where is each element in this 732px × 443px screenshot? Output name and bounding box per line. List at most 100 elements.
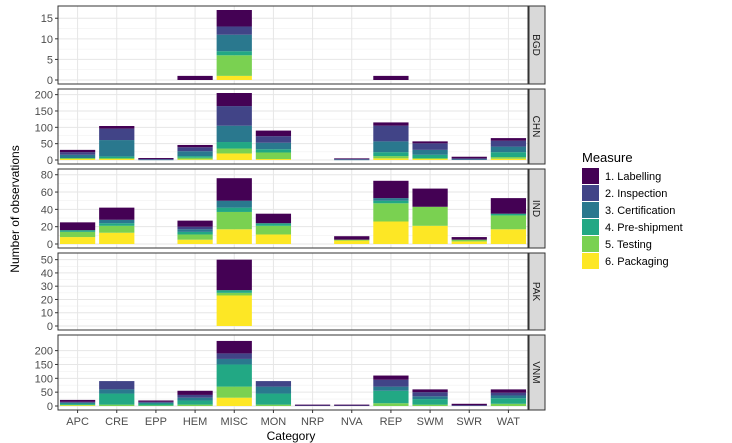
bar-segment-misc-1 xyxy=(216,340,252,354)
bar-segment-swr-2 xyxy=(451,405,487,406)
bar-segment-mon-2 xyxy=(255,136,292,143)
bar-segment-misc-5 xyxy=(216,386,252,398)
x-tick-label-swr: SWR xyxy=(456,416,482,428)
bar-segment-hem-2 xyxy=(177,226,213,230)
bar-segment-apc-5 xyxy=(59,231,96,238)
bar-segment-swr-1 xyxy=(451,237,487,240)
bar-segment-hem-5 xyxy=(177,404,213,406)
bar-segment-misc-1 xyxy=(216,10,252,27)
bar-segment-epp-2 xyxy=(138,401,174,403)
bar-segment-misc-3 xyxy=(216,34,252,52)
legend-key-5 xyxy=(582,236,599,252)
bar-segment-misc-4 xyxy=(216,364,252,387)
bar-segment-wat-6 xyxy=(490,158,527,160)
bar-segment-swm-6 xyxy=(412,225,448,244)
bar-segment-nva-2 xyxy=(334,159,370,160)
bar-segment-wat-5 xyxy=(490,403,527,406)
bar-segment-misc-4 xyxy=(216,290,252,293)
bar-segment-nva-1 xyxy=(334,236,370,240)
bar-segment-swm-5 xyxy=(412,158,448,160)
bar-segment-wat-2 xyxy=(490,392,527,396)
legend-label-6: 6. Packaging xyxy=(605,256,669,268)
bar-segment-misc-3 xyxy=(216,358,252,365)
bar-segment-wat-3 xyxy=(490,395,527,399)
legend-key-2 xyxy=(582,185,599,201)
bar-segment-mon-6 xyxy=(255,234,292,244)
legend-label-4: 4. Pre-shipment xyxy=(605,222,683,234)
bar-segment-misc-6 xyxy=(216,153,252,160)
panel-background xyxy=(58,6,528,84)
bar-segment-rep-1 xyxy=(373,122,409,126)
facet-strip xyxy=(528,168,546,249)
bar-segment-apc-4 xyxy=(59,403,96,405)
bar-segment-swr-6 xyxy=(451,241,487,244)
x-tick-label-swm: SWM xyxy=(417,416,444,428)
bar-segment-swm-2 xyxy=(412,392,448,397)
y-tick-label: 0 xyxy=(47,239,53,251)
bar-segment-cre-6 xyxy=(99,232,135,244)
legend: Measure 1. Labelling 2. Inspection 3. Cert… xyxy=(582,150,683,269)
y-tick-label: 20 xyxy=(41,222,53,234)
bar-segment-nva-3 xyxy=(334,159,370,161)
facet-panel-ind: 0 20 40 60 80 IND xyxy=(41,168,546,251)
y-tick-label: 50 xyxy=(41,387,53,399)
bar-segment-wat-4 xyxy=(490,152,527,158)
y-tick-label: 15 xyxy=(41,13,53,25)
y-tick-label: 80 xyxy=(41,170,53,182)
bar-segment-hem-3 xyxy=(177,397,213,401)
facet-label-bgd: BGD xyxy=(530,34,541,56)
bar-segment-hem-4 xyxy=(177,231,213,235)
bar-segment-rep-6 xyxy=(373,158,409,160)
bar-segment-mon-6 xyxy=(255,159,292,160)
bar-segment-apc-5 xyxy=(59,158,96,160)
bar-segment-cre-1 xyxy=(99,207,135,220)
bar-segment-misc-4 xyxy=(216,51,252,56)
x-tick-label-misc: MISC xyxy=(221,416,249,428)
bar-segment-swm-4 xyxy=(412,154,448,159)
y-tick-label: 50 xyxy=(41,139,53,151)
bar-segment-rep-3 xyxy=(373,141,409,153)
y-tick-label: 50 xyxy=(41,255,53,267)
bar-segment-misc-1 xyxy=(216,259,252,291)
bar-segment-swm-2 xyxy=(412,143,448,150)
bar-segment-nva-2 xyxy=(334,405,370,406)
bar-segment-swm-1 xyxy=(412,389,448,393)
bar-segment-mon-2 xyxy=(255,381,292,387)
bar-segment-wat-4 xyxy=(490,398,527,404)
bar-segment-mon-4 xyxy=(255,393,292,405)
bar-segment-swm-3 xyxy=(412,396,448,400)
bar-segment-hem-1 xyxy=(177,144,213,148)
bar-segment-epp-5 xyxy=(138,405,174,406)
bar-segment-epp-2 xyxy=(138,159,174,160)
bar-segment-misc-6 xyxy=(216,229,252,244)
bar-segment-hem-5 xyxy=(177,234,213,240)
x-tick-label-epp: EPP xyxy=(145,416,167,428)
y-tick-label: 5 xyxy=(47,54,53,66)
facet-label-pak: PAK xyxy=(530,282,541,302)
panel-border xyxy=(57,5,529,85)
bar-segment-hem-3 xyxy=(177,229,213,232)
y-tick-label: 150 xyxy=(35,106,53,118)
bar-segment-epp-4 xyxy=(138,403,174,406)
bar-segment-swm-5 xyxy=(412,404,448,406)
bar-segment-swr-1 xyxy=(451,403,487,406)
bar-segment-wat-3 xyxy=(490,146,527,153)
panel-background xyxy=(58,89,528,164)
bar-segment-rep-3 xyxy=(373,386,409,391)
y-tick-label: 0 xyxy=(47,321,53,333)
bar-segment-swm-5 xyxy=(412,206,448,226)
bar-segment-rep-5 xyxy=(373,156,409,159)
bar-segment-rep-3 xyxy=(373,198,409,201)
x-tick-label-hem: HEM xyxy=(183,416,207,428)
facet-strip xyxy=(528,252,546,331)
bar-segment-mon-1 xyxy=(255,130,292,137)
bar-segment-epp-1 xyxy=(138,158,174,160)
bar-segment-rep-4 xyxy=(373,152,409,157)
panel-border xyxy=(57,168,529,249)
bar-segment-misc-2 xyxy=(216,26,252,35)
bar-segment-rep-4 xyxy=(373,390,409,404)
legend-key-3 xyxy=(582,202,599,218)
bar-segment-apc-6 xyxy=(59,237,96,244)
bar-segment-rep-2 xyxy=(373,125,409,142)
y-tick-label: 100 xyxy=(35,373,53,385)
